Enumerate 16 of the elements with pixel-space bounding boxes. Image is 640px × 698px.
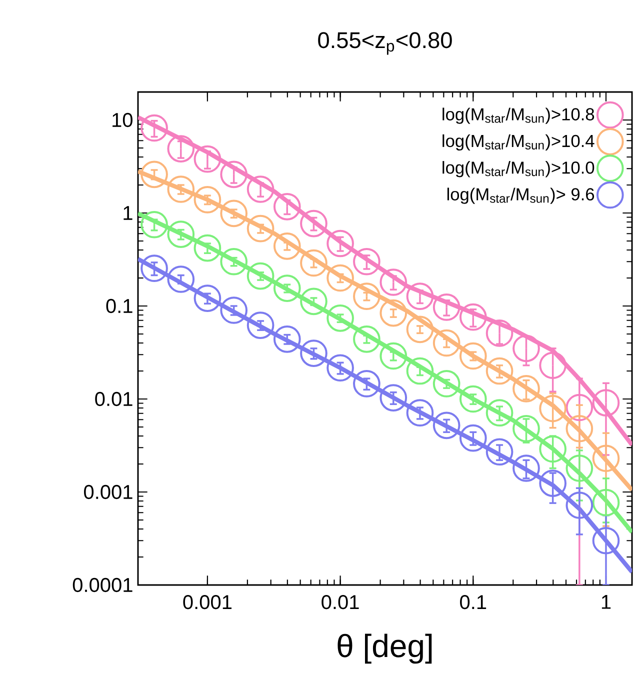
x-tick-label: 0.01 (322, 595, 359, 610)
x-tick-label: 0.001 (183, 595, 232, 610)
y-tick-label: 0.0001 (72, 578, 132, 592)
legend-label: log(M$_{star}$/M$_{sun}$)> 9.6 (447, 188, 594, 204)
chart-title: 0.55<z$_{p}$<0.80 (318, 32, 452, 55)
y-tick-label: 10 (112, 112, 132, 128)
y-tick-label: 0.1 (106, 298, 132, 314)
legend-label: log(M$_{star}$/M$_{sun}$)>10.0 (442, 161, 594, 178)
legend-label: log(M$_{star}$/M$_{sun}$)>10.4 (442, 134, 594, 151)
legend-label: log(M$_{star}$/M$_{sun}$)>10.8 (442, 108, 594, 124)
x-tick-label: 1 (602, 595, 611, 609)
y-tick-label: 0.001 (84, 484, 132, 500)
y-tick-label: 0.01 (95, 392, 132, 406)
x-tick-label: 0.1 (460, 595, 486, 610)
y-tick-label: 1 (124, 206, 132, 220)
x-axis-title: θ [deg] (338, 634, 432, 664)
